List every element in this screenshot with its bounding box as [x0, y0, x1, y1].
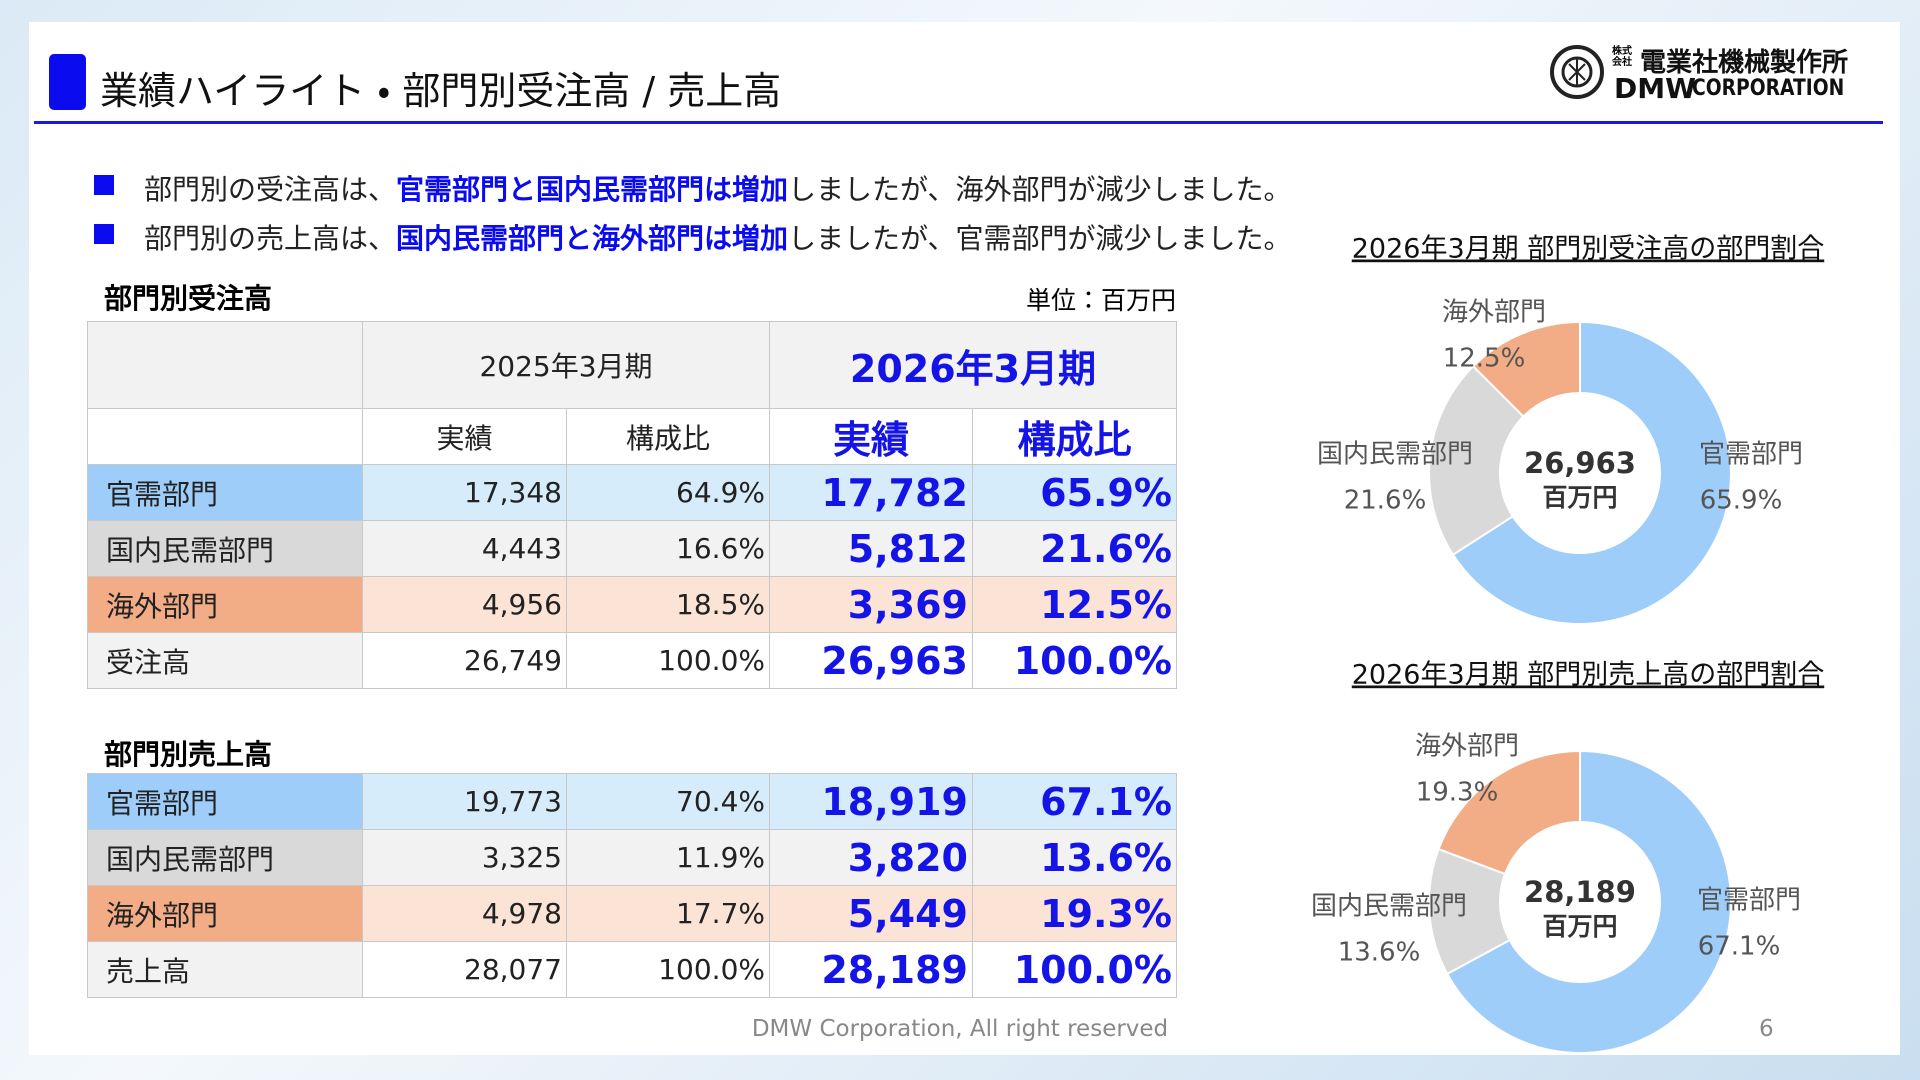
- table-row: 国内民需部門 3,325 11.9% 3,820 13.6%: [87, 829, 1177, 886]
- header-cell: 構成比: [972, 408, 1177, 465]
- logo-brand: DMW: [1614, 72, 1696, 105]
- table-cell: 100.0%: [566, 632, 770, 689]
- segment-label: 官需部門: [1699, 440, 1803, 470]
- table-cell: 国内民需部門: [87, 829, 363, 886]
- segment-label: 海外部門: [1442, 298, 1546, 328]
- footer-copyright: DMW Corporation, All right reserved: [751, 1016, 1169, 1042]
- table-cell: 100.0%: [972, 632, 1177, 689]
- chart-title: 2026年3月期 部門別売上高の部門割合: [1352, 660, 1824, 691]
- slide-title: 業績ハイライト ・ 部門別受注高 / 売上高: [100, 69, 782, 113]
- bullet-text: 部門別の受注高は、官需部門と国内民需部門は増加しましたが、海外部門が減少しました…: [144, 168, 1291, 208]
- bullet-part: 部門別の受注高は、: [144, 173, 397, 206]
- table-cell: 売上高: [87, 941, 363, 998]
- segment-value-label: 67.1%: [1698, 932, 1781, 962]
- header-row: 2025年3月期 2026年3月期: [87, 321, 1177, 409]
- header-cell: 実績: [362, 408, 567, 465]
- unit-label: 単位：百万円: [1025, 286, 1176, 315]
- chart-title: 2026年3月期 部門別受注高の部門割合: [1352, 234, 1824, 265]
- segment-label: 国内民需部門: [1311, 892, 1467, 922]
- table-cell: 28,189: [769, 941, 973, 998]
- logo-small: 株式会社: [1612, 46, 1632, 68]
- table-cell: 3,820: [769, 829, 973, 886]
- table-row: 官需部門 19,773 70.4% 18,919 67.1%: [87, 773, 1177, 830]
- donut-segment: [1428, 364, 1525, 557]
- table-cell: 100.0%: [566, 941, 770, 998]
- table-cell: 国内民需部門: [87, 520, 363, 577]
- bullet-part: しましたが、海外部門が減少しました。: [788, 173, 1292, 206]
- table-row: 官需部門 17,348 64.9% 17,782 65.9%: [87, 464, 1177, 521]
- donut-segment: [1445, 749, 1732, 1054]
- table-row: 海外部門 4,978 17.7% 5,449 19.3%: [87, 885, 1177, 942]
- logo-name: 電業社機械製作所: [1640, 48, 1849, 78]
- segment-value-label: 65.9%: [1700, 486, 1783, 516]
- segment-value-label: 19.3%: [1416, 778, 1499, 808]
- segment-label: 官需部門: [1697, 886, 1801, 916]
- table-row: 国内民需部門 4,443 16.6% 5,812 21.6%: [87, 520, 1177, 577]
- table-cell: 17,782: [769, 464, 973, 521]
- table-cell: 5,812: [769, 520, 973, 577]
- data-table: 官需部門 19,773 70.4% 18,919 67.1% 国内民需部門 3,325 11.…: [87, 773, 1177, 998]
- segment-label: 国内民需部門: [1317, 440, 1473, 470]
- bullet-marker: [94, 224, 114, 244]
- table-cell: 19,773: [362, 773, 567, 830]
- table-cell: 3,325: [362, 829, 567, 886]
- title-marker: [49, 54, 86, 110]
- bullet-part: 官需部門と国内民需部門は増加: [396, 173, 789, 206]
- table-cell: 70.4%: [566, 773, 770, 830]
- segment-value-label: 13.6%: [1338, 938, 1421, 968]
- center-value: 28,189: [1524, 875, 1636, 909]
- table-cell: 海外部門: [87, 576, 363, 633]
- donut-segment: [1437, 749, 1581, 876]
- table-cell: 64.9%: [566, 464, 770, 521]
- table-cell: 5,449: [769, 885, 973, 942]
- segment-value-label: 21.6%: [1344, 486, 1427, 516]
- table-title: 部門別受注高: [104, 282, 273, 315]
- table-row: 受注高 26,749 100.0% 26,963 100.0%: [87, 632, 1177, 689]
- table-cell: 19.3%: [972, 885, 1177, 942]
- title-rule: [34, 121, 1883, 124]
- table-cell: 18,919: [769, 773, 973, 830]
- table-title: 部門別売上高: [104, 738, 273, 771]
- table-cell: 26,749: [362, 632, 567, 689]
- table-cell: 4,443: [362, 520, 567, 577]
- header-row: 実績 構成比 実績 構成比: [87, 408, 1177, 465]
- table-row: 海外部門 4,956 18.5% 3,369 12.5%: [87, 576, 1177, 633]
- table-cell: 受注高: [87, 632, 363, 689]
- table-cell: 26,963: [769, 632, 973, 689]
- segment-value-label: 12.5%: [1443, 344, 1526, 374]
- donut-segment: [1471, 320, 1581, 418]
- bullet-part: 国内民需部門と海外部門は増加: [396, 222, 789, 255]
- table-cell: 18.5%: [566, 576, 770, 633]
- table-cell: 3,369: [769, 576, 973, 633]
- logo-corp: CORPORATION: [1692, 76, 1845, 101]
- header-cell: 2026年3月期: [769, 321, 1177, 409]
- table-cell: 官需部門: [87, 464, 363, 521]
- bullet-part: 部門別の売上高は、: [144, 222, 397, 255]
- header-cell: [87, 321, 363, 409]
- center-value: 26,963: [1524, 446, 1636, 480]
- table-cell: 67.1%: [972, 773, 1177, 830]
- table-cell: 28,077: [362, 941, 567, 998]
- header-cell: 実績: [769, 408, 973, 465]
- table-cell: 16.6%: [566, 520, 770, 577]
- table-row: 売上高 28,077 100.0% 28,189 100.0%: [87, 941, 1177, 998]
- segment-label: 海外部門: [1415, 732, 1519, 762]
- header-cell: 2025年3月期: [362, 321, 770, 409]
- header-cell: [87, 408, 363, 465]
- center-unit: 百万円: [1542, 912, 1617, 941]
- data-table: 2025年3月期 2026年3月期 実績 構成比 実績 構成比 官需部門 17,348 64.9…: [87, 321, 1177, 689]
- header-cell: 構成比: [566, 408, 770, 465]
- table-cell: 海外部門: [87, 885, 363, 942]
- donut-segment: [1451, 320, 1732, 625]
- bullet-marker: [94, 175, 114, 195]
- logo-icon: [1550, 45, 1604, 99]
- table-cell: 100.0%: [972, 941, 1177, 998]
- table-cell: 13.6%: [972, 829, 1177, 886]
- page-number: 6: [1759, 1016, 1774, 1042]
- center-unit: 百万円: [1542, 483, 1617, 512]
- bullet-text: 部門別の売上高は、国内民需部門と海外部門は増加しましたが、官需部門が減少しました…: [144, 217, 1291, 257]
- bullet-part: しましたが、官需部門が減少しました。: [788, 222, 1292, 255]
